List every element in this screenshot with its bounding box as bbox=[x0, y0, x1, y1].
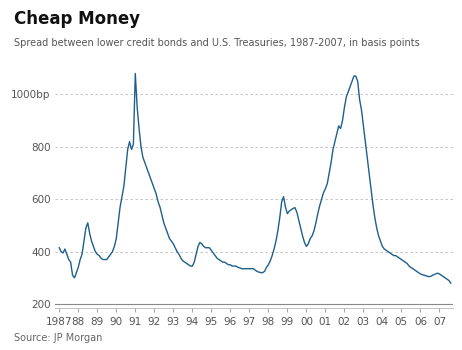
Text: Cheap Money: Cheap Money bbox=[14, 10, 140, 28]
Text: Source: JP Morgan: Source: JP Morgan bbox=[14, 333, 102, 343]
Text: Spread between lower credit bonds and U.S. Treasuries, 1987-2007, in basis point: Spread between lower credit bonds and U.… bbox=[14, 38, 419, 49]
